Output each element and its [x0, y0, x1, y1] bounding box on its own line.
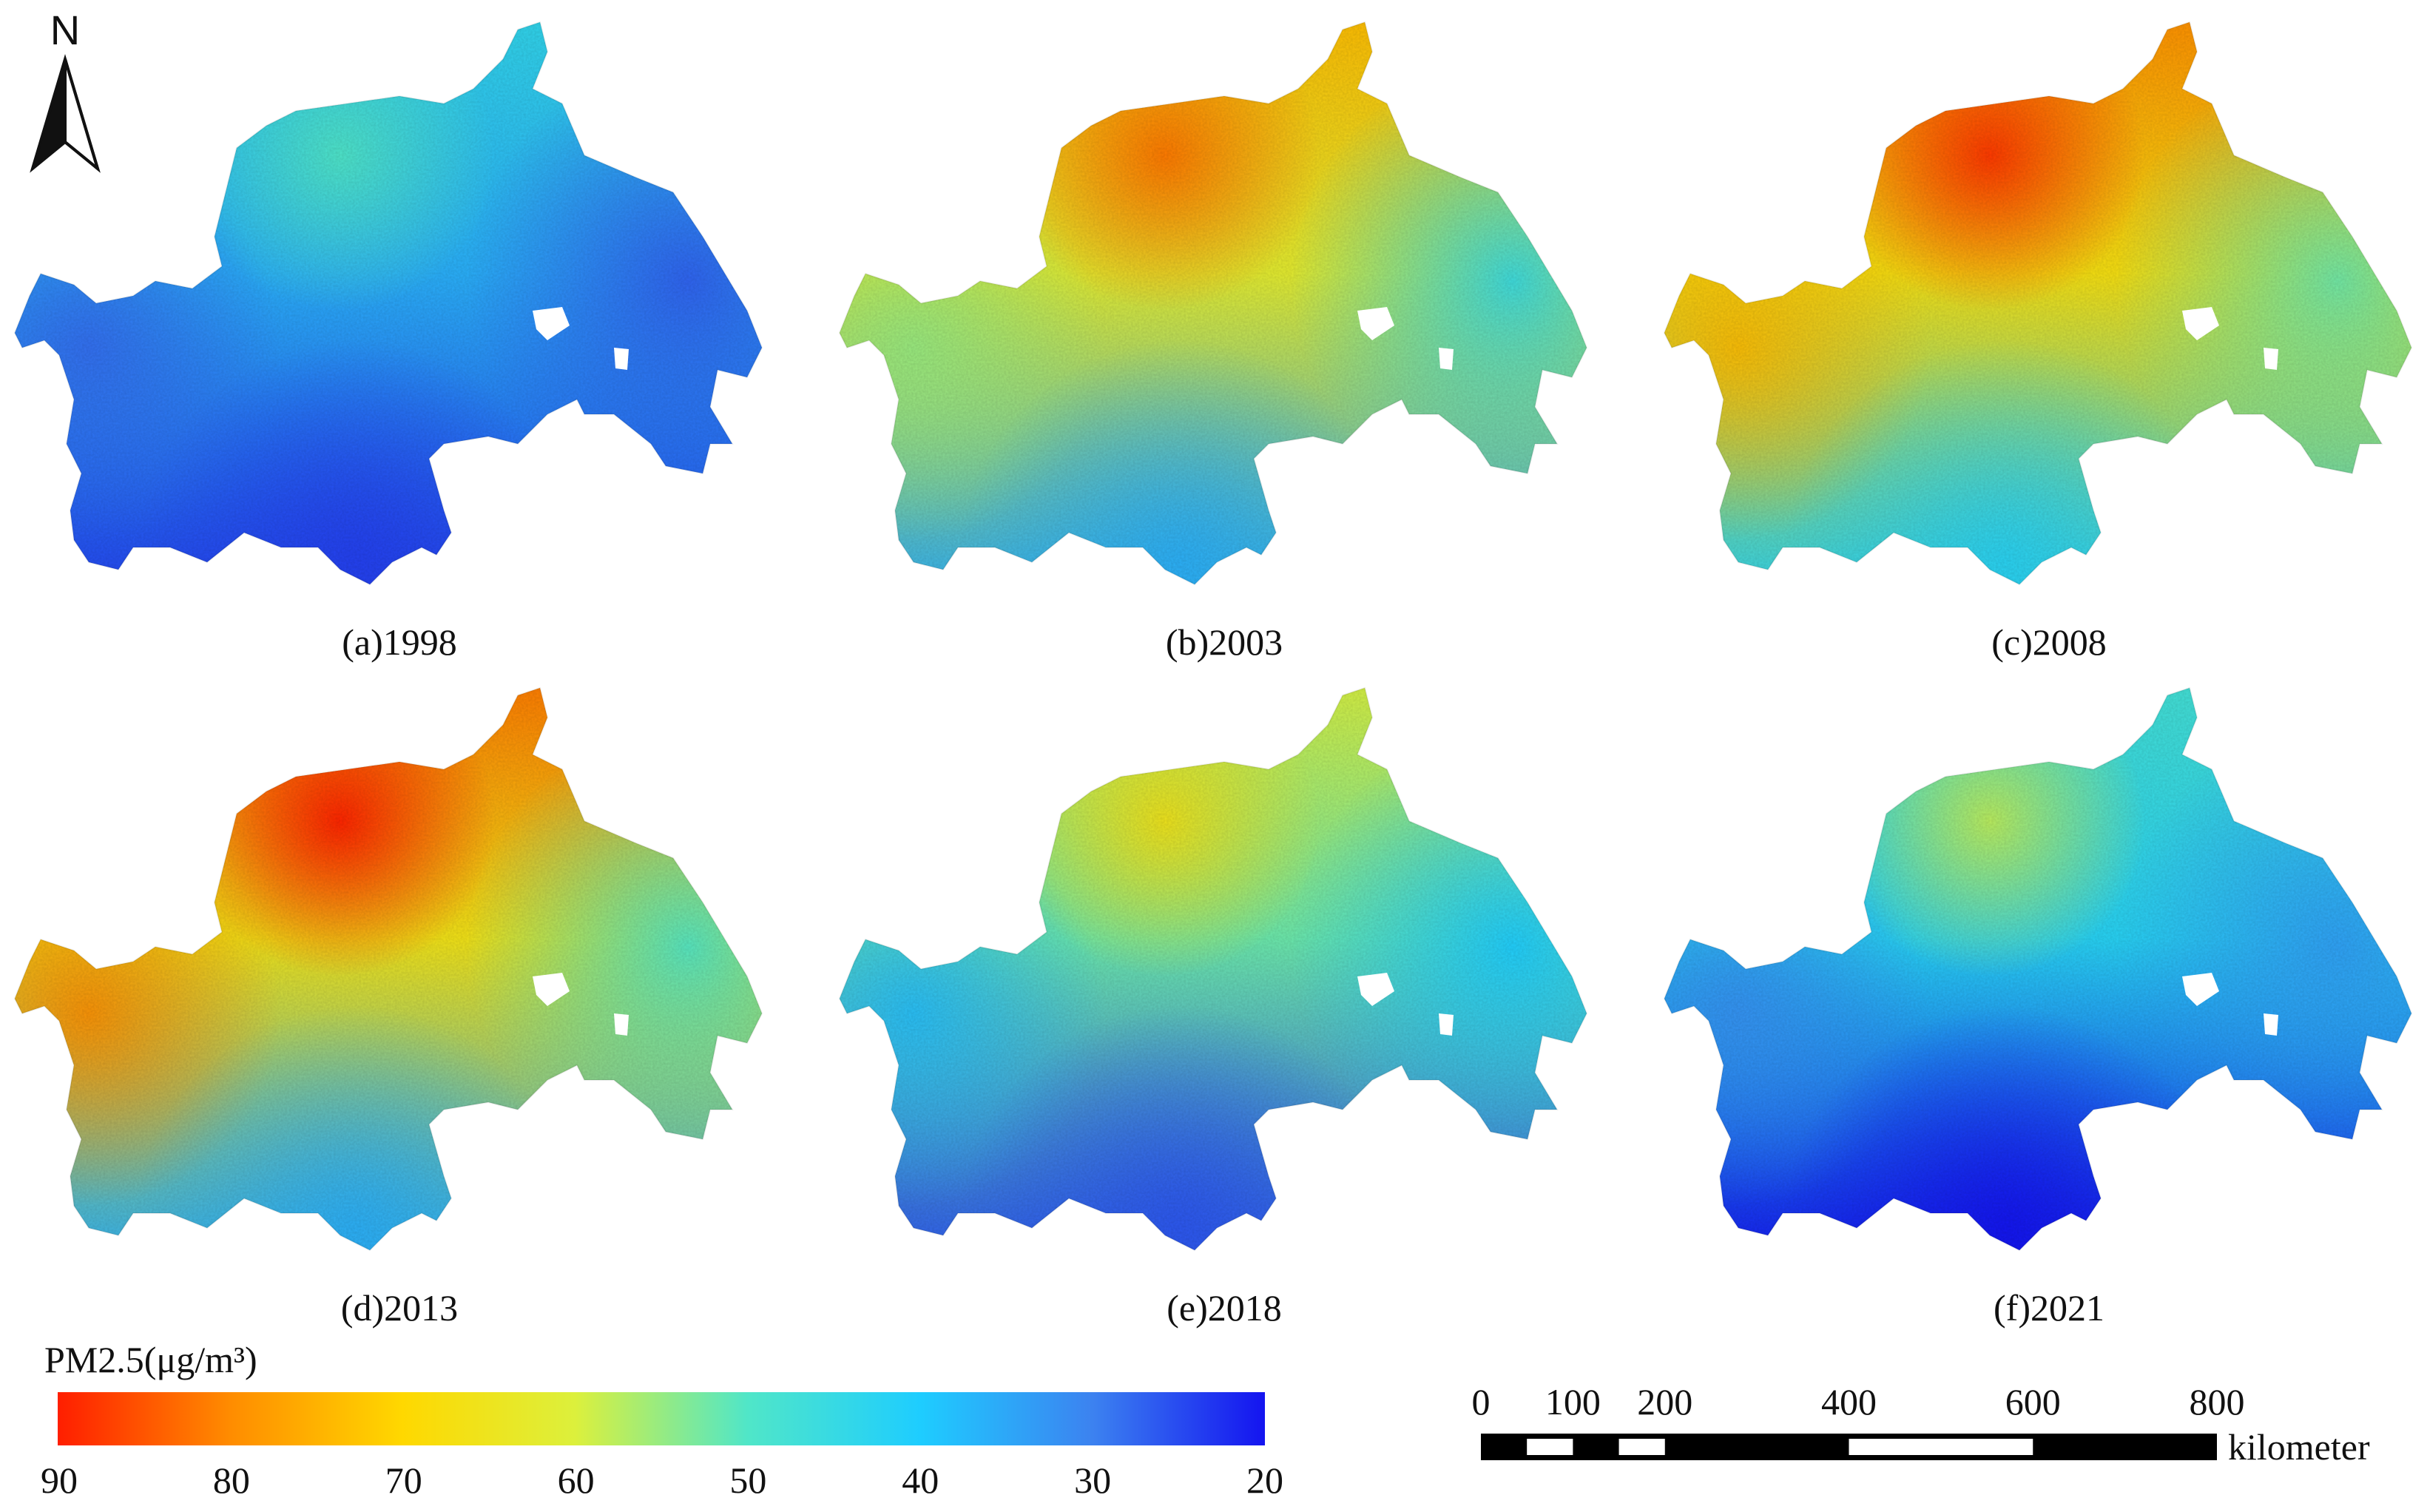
lake — [533, 973, 570, 1006]
region-outline — [1663, 21, 2413, 586]
scale-label: 0 — [1472, 1381, 1491, 1422]
lake — [2264, 1013, 2278, 1036]
map-caption: (b)2003 — [1166, 621, 1283, 663]
legend-tick-label: 90 — [41, 1459, 78, 1501]
scale-label: 200 — [1637, 1381, 1692, 1422]
region-outline — [838, 21, 1588, 586]
map-panel-e: (e)2018 — [838, 686, 1588, 1329]
legend-tick-label: 40 — [902, 1459, 939, 1501]
scale-label: 600 — [2005, 1381, 2061, 1422]
raster-texture — [15, 688, 762, 1250]
scale-label: 400 — [1821, 1381, 1877, 1422]
scale-unit: kilometer — [2228, 1426, 2370, 1468]
lake — [614, 348, 629, 370]
map-panels: (a)1998 (b)2003 (c)2008 (d)2013 (e)2018 (f)20… — [13, 21, 2413, 1329]
lake — [2264, 348, 2278, 370]
map-caption: (c)2008 — [1991, 621, 2107, 663]
raster-texture — [15, 22, 762, 584]
region-outline — [13, 21, 763, 586]
raster-texture — [840, 688, 1587, 1250]
map-caption: (f)2021 — [1994, 1287, 2104, 1329]
map-raster — [840, 688, 1587, 1250]
legend-title: PM2.5(μg/m³) — [44, 1339, 257, 1380]
north-arrow: N — [30, 7, 101, 173]
map-caption: (d)2013 — [341, 1287, 458, 1329]
legend-tick-label: 60 — [558, 1459, 595, 1501]
scale-segments — [1481, 1434, 2217, 1460]
map-raster — [1664, 688, 2411, 1250]
north-label: N — [50, 7, 80, 53]
legend: PM2.5(μg/m³) 90 80 70 60 50 40 30 20 — [41, 1339, 1283, 1501]
map-caption: (e)2018 — [1167, 1287, 1282, 1329]
lake — [533, 307, 570, 340]
scale-segment — [1849, 1439, 2033, 1455]
map-panel-d: (d)2013 — [13, 686, 763, 1329]
lake — [1357, 973, 1394, 1006]
map-panel-c: (c)2008 — [1663, 21, 2413, 663]
region-outline — [1663, 686, 2413, 1252]
lake — [2182, 973, 2219, 1006]
scale-segment — [1618, 1439, 1665, 1455]
region-outline — [13, 686, 763, 1252]
color-ramp — [58, 1392, 1265, 1445]
legend-tick-label: 80 — [213, 1459, 250, 1501]
lake — [1439, 348, 1454, 370]
raster-texture — [1664, 22, 2411, 584]
lake — [614, 1013, 629, 1036]
scale-segment — [1527, 1439, 1573, 1455]
map-panel-b: (b)2003 — [838, 21, 1588, 663]
scale-label: 800 — [2190, 1381, 2245, 1422]
raster-texture — [1664, 688, 2411, 1250]
raster-texture — [840, 22, 1587, 584]
legend-tick-label: 50 — [729, 1459, 766, 1501]
map-raster — [15, 688, 762, 1250]
map-panel-f: (f)2021 — [1663, 686, 2413, 1329]
lake — [1357, 307, 1394, 340]
scale-bar: 0 100 200 400 600 800 kilometer — [1472, 1381, 2370, 1468]
map-raster — [15, 22, 762, 584]
legend-ticks: 90 80 70 60 50 40 30 20 — [41, 1459, 1283, 1501]
scale-label: 100 — [1545, 1381, 1601, 1422]
lake — [1439, 1013, 1454, 1036]
map-caption: (a)1998 — [342, 621, 457, 663]
region-outline — [838, 686, 1588, 1252]
scale-labels: 0 100 200 400 600 800 — [1472, 1381, 2245, 1422]
lake — [2182, 307, 2219, 340]
legend-tick-label: 20 — [1246, 1459, 1283, 1501]
legend-tick-label: 30 — [1074, 1459, 1111, 1501]
map-raster — [840, 22, 1587, 584]
map-raster — [1664, 22, 2411, 584]
north-arrow-icon — [30, 53, 101, 173]
map-panel-a: (a)1998 — [13, 21, 763, 663]
legend-tick-label: 70 — [385, 1459, 422, 1501]
